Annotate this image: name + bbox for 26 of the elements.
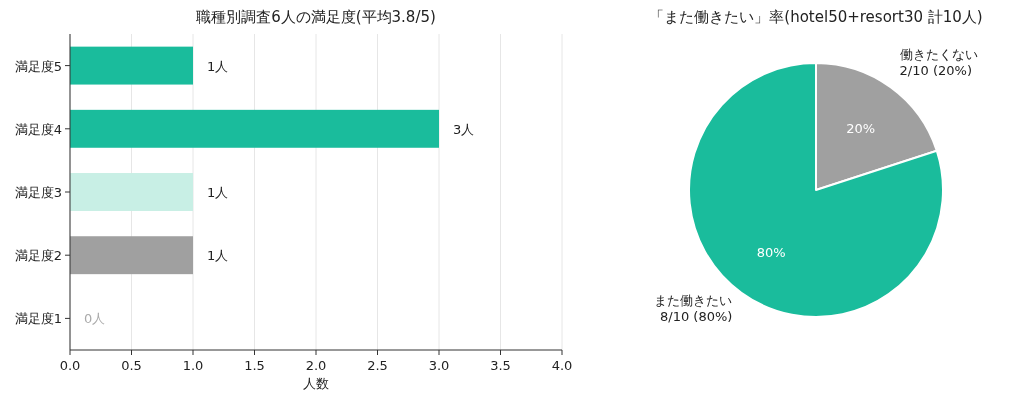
y-tick-label: 満足度1: [14, 311, 62, 327]
y-tick-label: 満足度4: [14, 121, 62, 137]
data-label: 0人: [84, 311, 106, 327]
data-label: 20%: [846, 121, 876, 137]
y-tick-label: 満足度3: [14, 185, 62, 200]
y-tick-label: 満足度5: [14, 58, 62, 74]
data-label: 80%: [756, 244, 786, 260]
x-tick-label: 3.0: [428, 358, 450, 373]
x-axis-title: 人数: [303, 376, 329, 391]
data-label: 1人: [207, 248, 229, 264]
x-tick-label: 3.5: [490, 358, 511, 373]
chart-title: 職種別調査6人の満足度(平均3.8/5): [196, 8, 436, 26]
data-label: 3人: [453, 121, 475, 137]
x-tick-label: 1.0: [182, 358, 204, 373]
x-tick-label: 2.5: [367, 358, 388, 373]
chart-title: 「また働きたい」率(hotel50+resort30 計10人): [649, 8, 983, 26]
x-tick-label: 0.0: [59, 358, 81, 373]
y-tick-label: 満足度2: [14, 248, 62, 264]
x-tick-label: 1.5: [244, 358, 265, 373]
x-tick-label: 0.5: [121, 358, 142, 373]
data-label: 1人: [207, 58, 229, 74]
x-tick-label: 2.0: [305, 358, 327, 373]
slice-label: また働きたい 8/10 (80%): [654, 293, 733, 324]
data-label: 1人: [207, 185, 229, 200]
slice-label: 働きたくない 2/10 (20%): [899, 46, 978, 78]
x-tick-label: 4.0: [551, 358, 573, 373]
